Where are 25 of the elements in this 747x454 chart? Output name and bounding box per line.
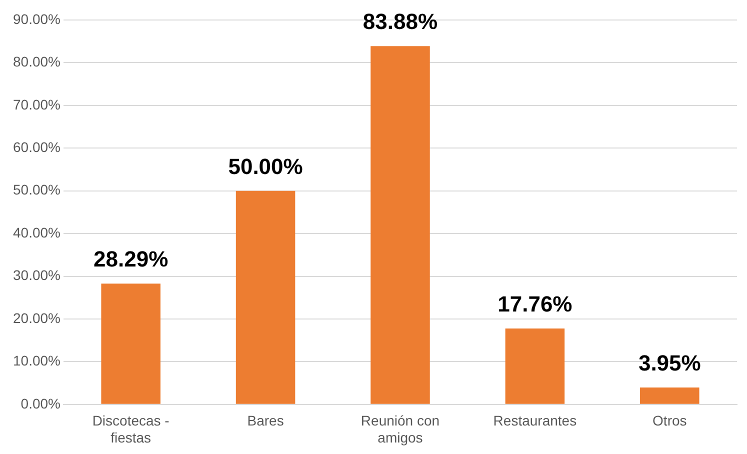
y-tick-label: 0.00% bbox=[20, 395, 60, 412]
bar bbox=[101, 284, 160, 404]
data-label: 83.88% bbox=[362, 9, 438, 34]
y-tick-label: 50.00% bbox=[13, 182, 60, 198]
y-tick-label: 40.00% bbox=[13, 224, 60, 240]
y-tick-label: 30.00% bbox=[13, 267, 60, 284]
bar bbox=[236, 190, 296, 404]
y-tick-label: 70.00% bbox=[13, 96, 60, 112]
bar bbox=[505, 328, 565, 404]
y-tick-label: 90.00% bbox=[13, 10, 60, 27]
data-label: 28.29% bbox=[94, 246, 168, 272]
x-tick-label: Discotecas - fiestas bbox=[92, 412, 170, 446]
y-tick-label: 10.00% bbox=[13, 352, 60, 369]
y-tick-label: 80.00% bbox=[13, 54, 60, 70]
x-tick-label: Restaurantes bbox=[493, 412, 577, 429]
y-tick-label: 60.00% bbox=[13, 138, 60, 155]
x-tick-label: Bares bbox=[247, 412, 284, 429]
y-tick-label: 20.00% bbox=[13, 310, 60, 326]
bar bbox=[370, 46, 430, 404]
x-tick-label: Reunión con amigos bbox=[360, 412, 440, 446]
data-label: 50.00% bbox=[228, 154, 303, 179]
data-label: 17.76% bbox=[498, 292, 572, 317]
x-tick-label: Otros bbox=[652, 412, 687, 429]
data-label: 3.95% bbox=[638, 350, 701, 376]
bar bbox=[640, 388, 700, 404]
